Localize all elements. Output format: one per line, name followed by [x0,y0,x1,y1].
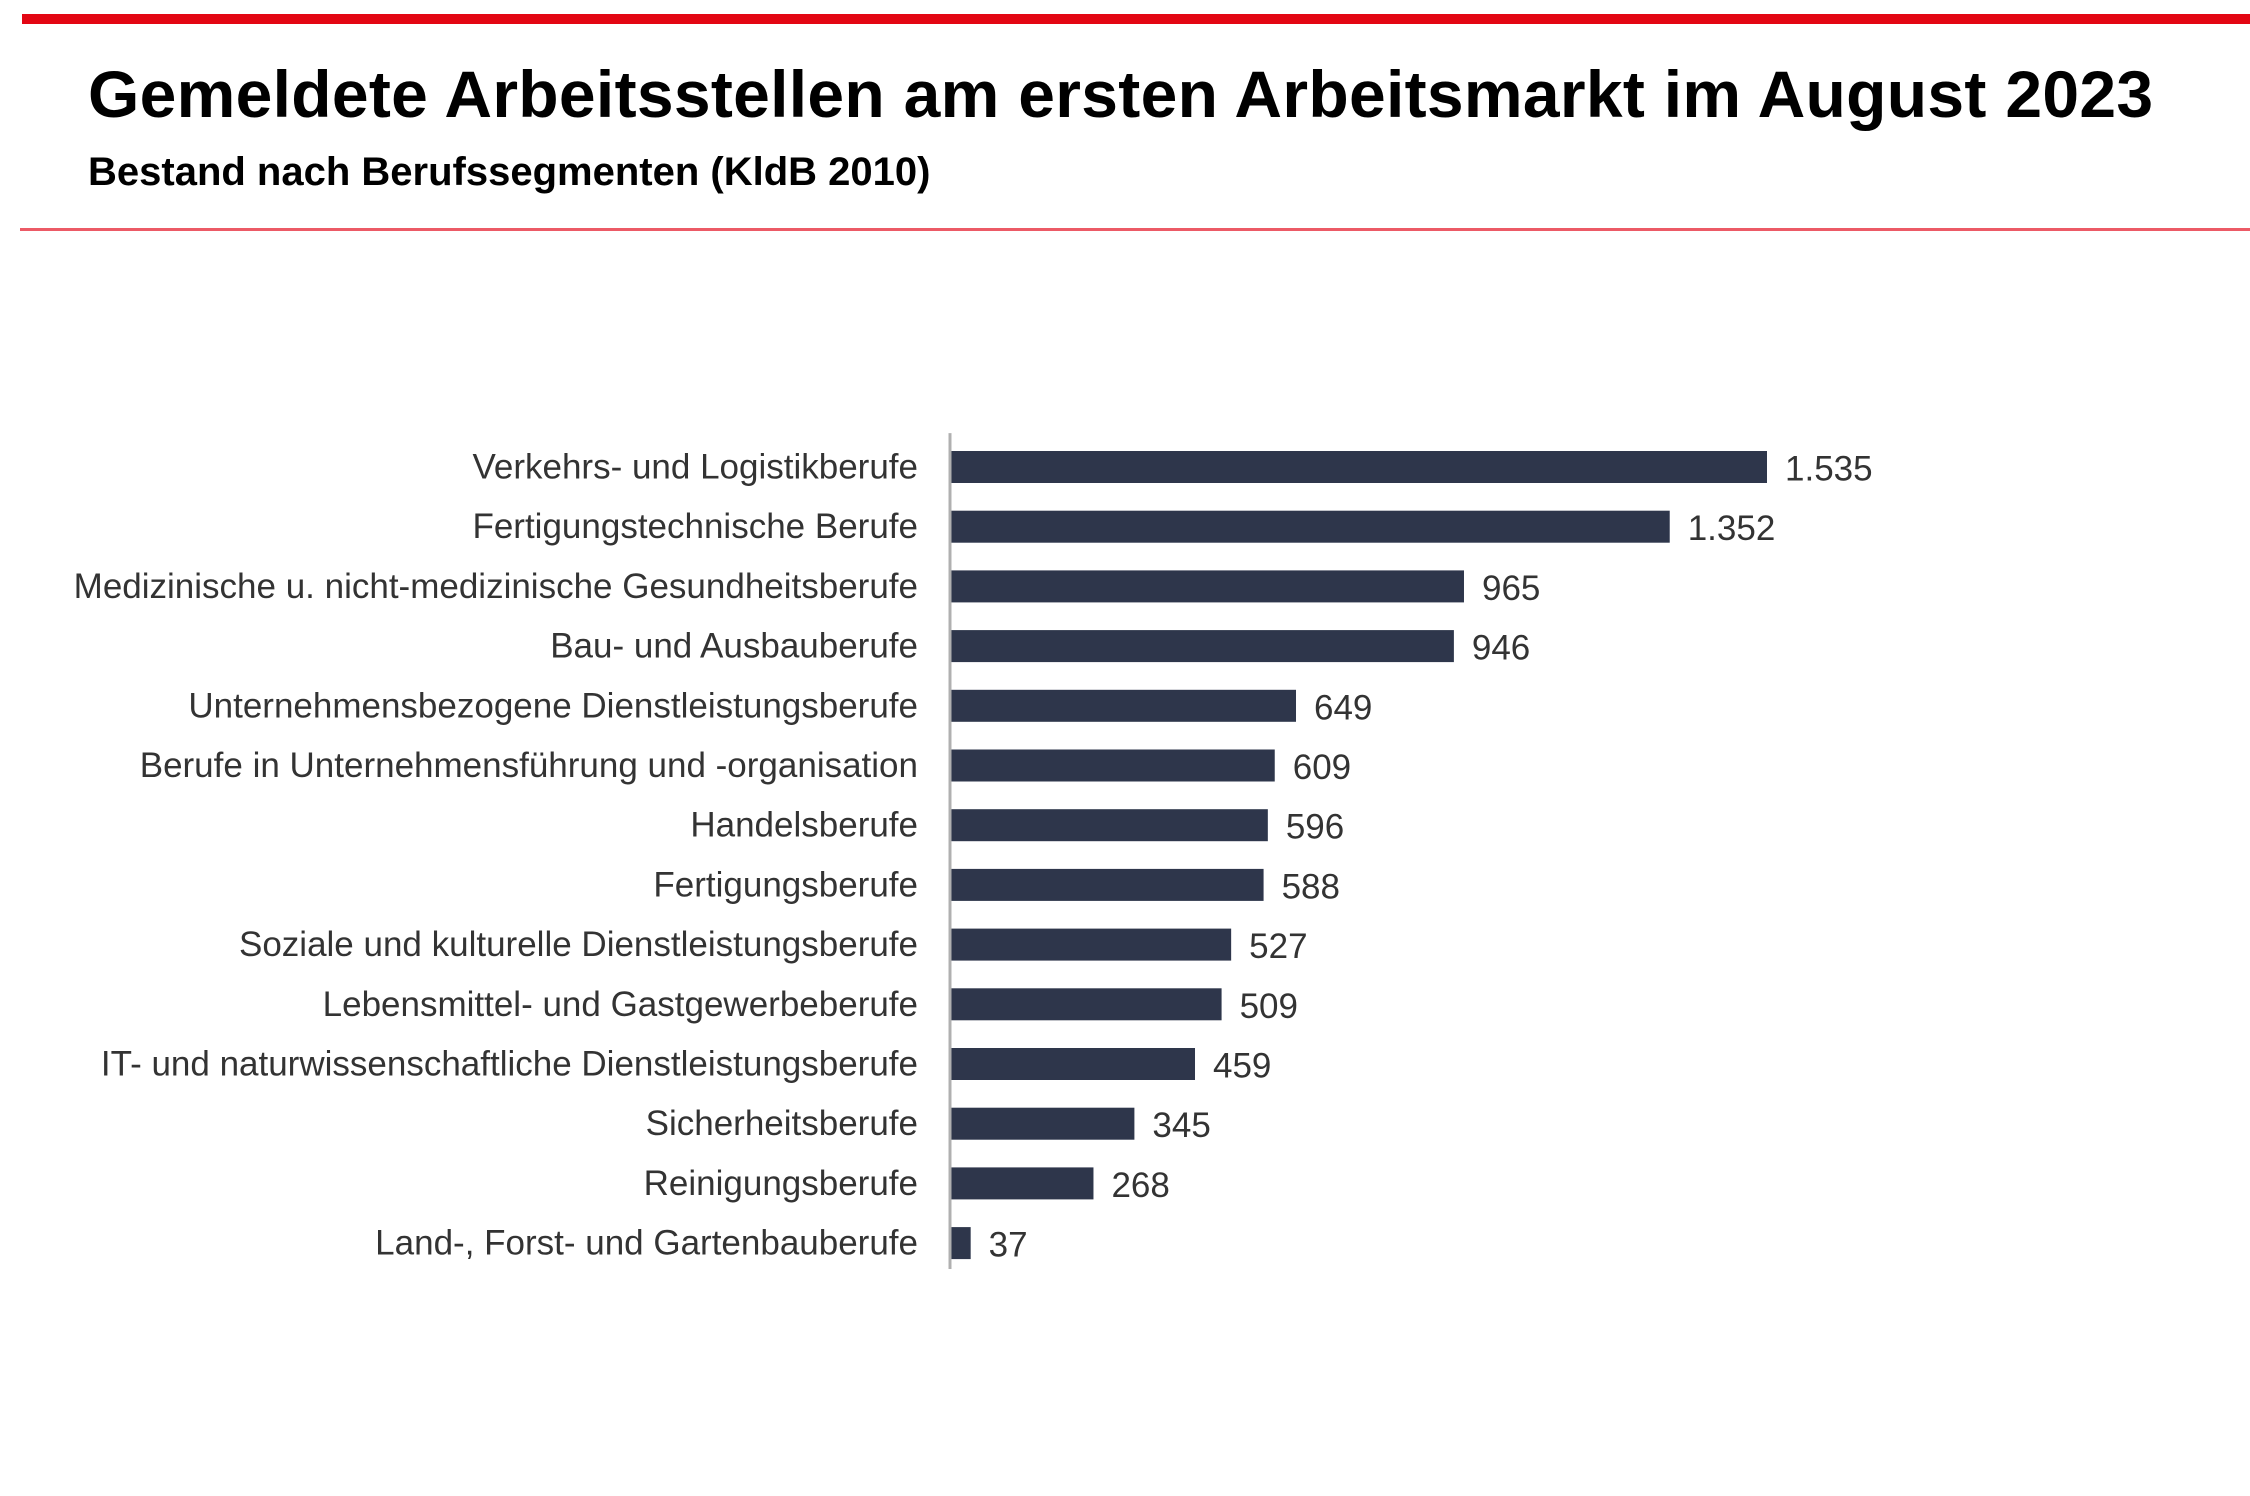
bar [951,451,1767,483]
bar [951,749,1275,782]
value-label: 588 [1282,867,1340,906]
category-label: Sicherheitsberufe [646,1104,918,1143]
bar [951,809,1268,842]
value-label: 527 [1249,927,1307,966]
bar [951,1107,1135,1140]
value-label: 596 [1286,808,1344,847]
category-label: Unternehmensbezogene Dienstleistungsberu… [188,686,918,725]
value-label: 1.535 [1785,450,1873,489]
value-label: 268 [1111,1166,1169,1205]
value-label: 345 [1152,1106,1210,1145]
category-labels: Verkehrs- und Logistikberufe Fertigungste… [74,448,918,1263]
page-subtitle: Bestand nach Berufssegmenten (KldB 2010) [88,150,931,194]
value-label: 459 [1213,1047,1271,1086]
value-label: 509 [1240,987,1298,1026]
value-label: 965 [1482,569,1540,608]
value-label: 946 [1472,629,1530,668]
bar [951,868,1264,901]
category-label: Fertigungstechnische Berufe [472,507,918,546]
category-label: Soziale und kulturelle Dienstleistungsbe… [239,925,918,964]
bar [951,689,1297,722]
bar [951,1048,1196,1080]
value-label: 37 [989,1226,1028,1265]
bar [951,1227,971,1260]
top-accent-bar [22,14,2250,24]
category-label: Verkehrs- und Logistikberufe [472,448,918,487]
page-title: Gemeldete Arbeitsstellen am ersten Arbei… [88,57,2154,131]
category-label: Lebensmittel- und Gastgewerbeberufe [323,985,918,1024]
value-label: 649 [1314,688,1372,727]
category-label: Bau- und Ausbauberufe [550,627,918,666]
category-label: Reinigungsberufe [644,1164,918,1203]
category-label: Land-, Forst- und Gartenbauberufe [375,1224,918,1263]
category-label: Fertigungsberufe [653,865,918,904]
category-label: Medizinische u. nicht-medizinische Gesun… [74,567,918,606]
category-label: Handelsberufe [690,806,918,845]
bar [951,570,1464,603]
value-label: 1.352 [1688,509,1776,548]
bar [951,988,1222,1021]
bar [951,1167,1094,1200]
bar-group [951,451,1767,1260]
category-label: IT- und naturwissenschaftliche Dienstlei… [101,1045,918,1084]
category-label: Berufe in Unternehmensführung und -organ… [140,746,918,785]
header-divider [20,228,2250,231]
bar [951,630,1454,663]
bar [951,928,1232,961]
value-label: 609 [1293,748,1351,787]
bar [951,510,1670,543]
